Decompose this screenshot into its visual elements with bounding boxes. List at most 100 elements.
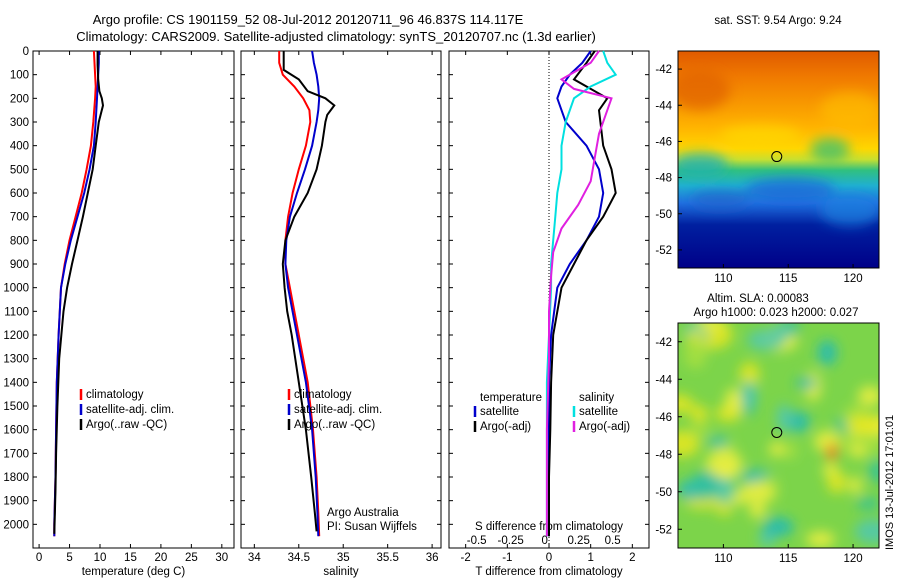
- series-line-salinity-argo-adj-: [545, 50, 613, 537]
- imos-timestamp: IMOS 13-Jul-2012 17:01:01: [884, 415, 896, 550]
- x-tick-label: 1: [587, 552, 593, 564]
- series-line-climatology: [278, 51, 321, 537]
- y-tick-label: 2000: [3, 519, 29, 531]
- y-tick-label: 1600: [3, 425, 29, 437]
- y-tick-label: 300: [10, 117, 29, 129]
- y-tick-label: 700: [10, 212, 29, 224]
- sla-map-panel: Altim. SLA: 0.00083 Argo h1000: 0.023 h2…: [655, 293, 880, 565]
- y-tick-label: 1500: [3, 401, 29, 413]
- sla-map-title-line1: Altim. SLA: 0.00083: [707, 293, 809, 305]
- y-tick-label: 1100: [4, 306, 29, 318]
- x-tick-label: 5: [66, 552, 72, 564]
- legend-label: satellite-adj. clim.: [294, 404, 382, 416]
- y-tick-label: 1200: [3, 330, 29, 342]
- y-tick-label: -46: [655, 412, 672, 424]
- y-tick-label: -44: [655, 100, 672, 112]
- x-tick-label: -2: [461, 552, 471, 564]
- y-tick-label: -48: [655, 173, 672, 185]
- y-tick-label: -48: [655, 449, 672, 461]
- y-tick-label: 800: [10, 235, 29, 247]
- series-line-temperature-argo-adj-: [548, 50, 617, 537]
- figure-title-line2: Climatology: CARS2009. Satellite-adjuste…: [76, 29, 596, 44]
- series-line-argo-raw-qc-: [53, 51, 105, 534]
- x-axis-label: temperature (deg C): [82, 566, 186, 578]
- x2-tick-label: 0.25: [567, 535, 589, 547]
- legend-label: satellite-adj. clim.: [86, 404, 174, 416]
- x-tick-label: 15: [124, 552, 137, 564]
- y-tick-label: -50: [655, 487, 672, 499]
- y-tick-label: -46: [655, 136, 672, 148]
- x-tick-label: 35: [337, 552, 350, 564]
- x-tick-label: 10: [94, 552, 107, 564]
- x-tick-label: 36: [426, 552, 439, 564]
- y-tick-label: 900: [10, 259, 29, 271]
- y-tick-label: 1300: [3, 354, 29, 366]
- y-tick-label: 600: [10, 188, 29, 200]
- sst-map-panel: sat. SST: 9.54 Argo: 9.24 -42 -44 -46 -48 -5…: [655, 15, 880, 285]
- x-axis-label: salinity: [323, 566, 358, 578]
- legend-label: Argo(-adj): [480, 421, 531, 433]
- x-axis-label: T difference from climatology: [475, 566, 622, 578]
- y-tick-label: 1800: [3, 472, 29, 484]
- y-tick-label: -52: [655, 524, 672, 536]
- sst-heatmap-image: [678, 51, 879, 268]
- argo-owner-annotation: PI: Susan Wijffels: [327, 521, 417, 533]
- argo-position-marker: [771, 426, 783, 438]
- x2-tick-label: 0: [541, 535, 547, 547]
- y-tick-label: -52: [655, 245, 672, 257]
- y-tick-label: -42: [655, 64, 672, 76]
- series-line-satellite-adj-clim-: [284, 50, 321, 537]
- salinity-profile-panel: 34 34.5 35 35.5 36 salinity climatology satelli…: [240, 50, 442, 578]
- series-line-argo-raw-qc-: [281, 51, 336, 532]
- x-tick-label: 34.5: [288, 552, 310, 564]
- x-tick-label: 120: [843, 553, 862, 565]
- legend-label: Argo(..raw -QC): [86, 419, 167, 431]
- difference-profile-panel: -2 -1 0 1 2 T difference from climatology -0.5…: [448, 50, 650, 578]
- x-tick-label: 25: [185, 552, 198, 564]
- x-tick-label: 110: [714, 273, 732, 285]
- plot-frame: [32, 50, 235, 549]
- x-tick-label: 35.5: [376, 552, 398, 564]
- legend-label: satellite: [480, 406, 519, 418]
- sla-map-frame: [677, 322, 880, 549]
- x-tick-label: 115: [779, 553, 797, 565]
- sst-map-title: sat. SST: 9.54 Argo: 9.24: [714, 15, 842, 27]
- argo-position-marker: [771, 151, 783, 163]
- legend-label: satellite: [579, 406, 618, 418]
- y-tick-label: 100: [10, 70, 29, 82]
- legend-group-title: temperature: [480, 392, 542, 404]
- legend-label: climatology: [294, 389, 352, 401]
- series-line-temperature-satellite: [548, 50, 605, 537]
- temperature-profile-panel: 0100200300400500600700800900100011001200…: [3, 46, 235, 578]
- x-tick-label: 120: [843, 273, 862, 285]
- y-tick-label: 1700: [3, 448, 29, 460]
- y-tick-label: 0: [23, 46, 29, 58]
- x2-tick-label: -0.25: [498, 535, 524, 547]
- x-tick-label: 110: [714, 553, 732, 565]
- x-tick-label: 0: [546, 552, 552, 564]
- x-tick-label: 30: [215, 552, 228, 564]
- figure-title-line1: Argo profile: CS 1901159_52 08-Jul-2012 …: [93, 12, 524, 27]
- y-tick-label: -42: [655, 337, 672, 349]
- plot-frame: [240, 50, 442, 549]
- x-tick-label: 34: [248, 552, 261, 564]
- y-tick-label: 500: [10, 164, 29, 176]
- legend-label: Argo(..raw -QC): [294, 419, 375, 431]
- y-tick-label: 400: [10, 141, 29, 153]
- sst-map-frame: [677, 50, 880, 269]
- x2-tick-label: -0.5: [467, 535, 487, 547]
- x-tick-label: 2: [629, 552, 635, 564]
- y-tick-label: 1400: [3, 377, 29, 389]
- argo-owner-annotation: Argo Australia: [327, 507, 399, 519]
- y-tick-label: -50: [655, 209, 672, 221]
- y-tick-label: 1000: [3, 283, 29, 295]
- x2-tick-label: 0.5: [605, 535, 621, 547]
- y-tick-label: 1900: [3, 496, 29, 508]
- x-tick-label: 20: [155, 552, 168, 564]
- sla-map-title-line2: Argo h1000: 0.023 h2000: 0.027: [694, 307, 859, 319]
- x-tick-label: 0: [36, 552, 42, 564]
- y-tick-label: -44: [655, 374, 672, 386]
- x-tick-label: -1: [502, 552, 512, 564]
